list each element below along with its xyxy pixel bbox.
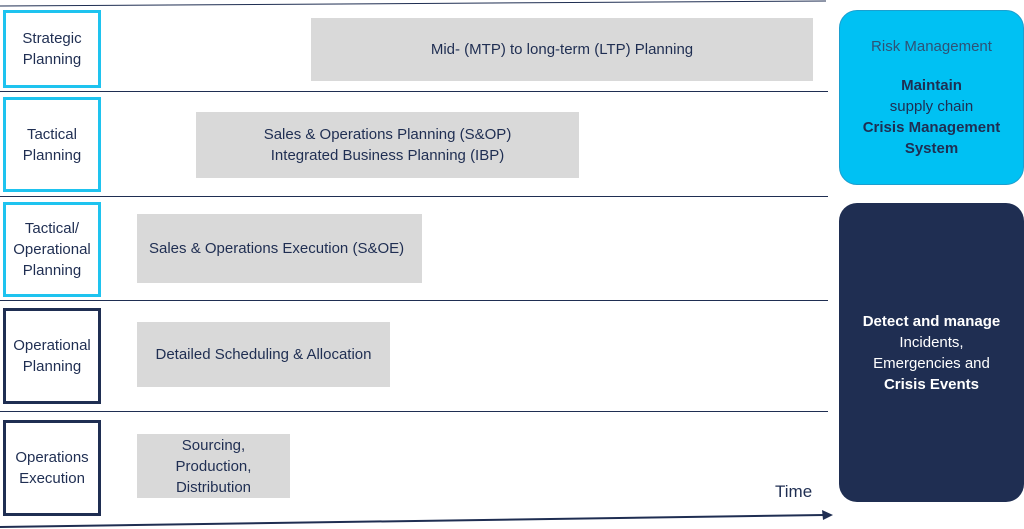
level-operations-execution: Operations Execution [3, 420, 101, 516]
separator-line [0, 300, 828, 301]
level-strategic-planning: Strategic Planning [3, 10, 101, 88]
risk-panel-title: Risk Management [871, 38, 992, 55]
risk-panel-line: Maintain [901, 77, 962, 94]
risk-management-panel: Risk Management Maintain supply chain Cr… [839, 10, 1024, 185]
bar-sourcing-production-distribution: Sourcing, Production, Distribution [137, 434, 290, 498]
time-axis-arrow [0, 510, 833, 528]
top-border-line [0, 0, 827, 7]
risk-panel-line: System [904, 140, 959, 157]
crisis-panel-line: Detect and manage [862, 312, 1001, 330]
crisis-panel-line: Crisis Events [883, 375, 980, 393]
separator-line [0, 91, 828, 92]
crisis-events-panel: Detect and manage Incidents, Emergencies… [839, 203, 1024, 502]
crisis-panel-line: Emergencies and [873, 354, 990, 372]
risk-panel-line: supply chain [889, 98, 974, 115]
bar-mtp-ltp-planning: Mid- (MTP) to long-term (LTP) Planning [311, 18, 813, 81]
bar-detailed-scheduling: Detailed Scheduling & Allocation [137, 322, 390, 387]
bar-soe: Sales & Operations Execution (S&OE) [137, 214, 422, 283]
separator-line [0, 196, 828, 197]
level-tactical-planning: Tactical Planning [3, 97, 101, 192]
bar-sop-ibp: Sales & Operations Planning (S&OP) Integ… [196, 112, 579, 178]
crisis-panel-line: Incidents, [899, 333, 964, 351]
separator-line [0, 411, 828, 412]
level-tactical-operational-planning: Tactical/ Operational Planning [3, 202, 101, 297]
time-axis-label: Time [775, 482, 813, 501]
risk-panel-line: Crisis Management [862, 119, 1001, 136]
level-operational-planning: Operational Planning [3, 308, 101, 404]
